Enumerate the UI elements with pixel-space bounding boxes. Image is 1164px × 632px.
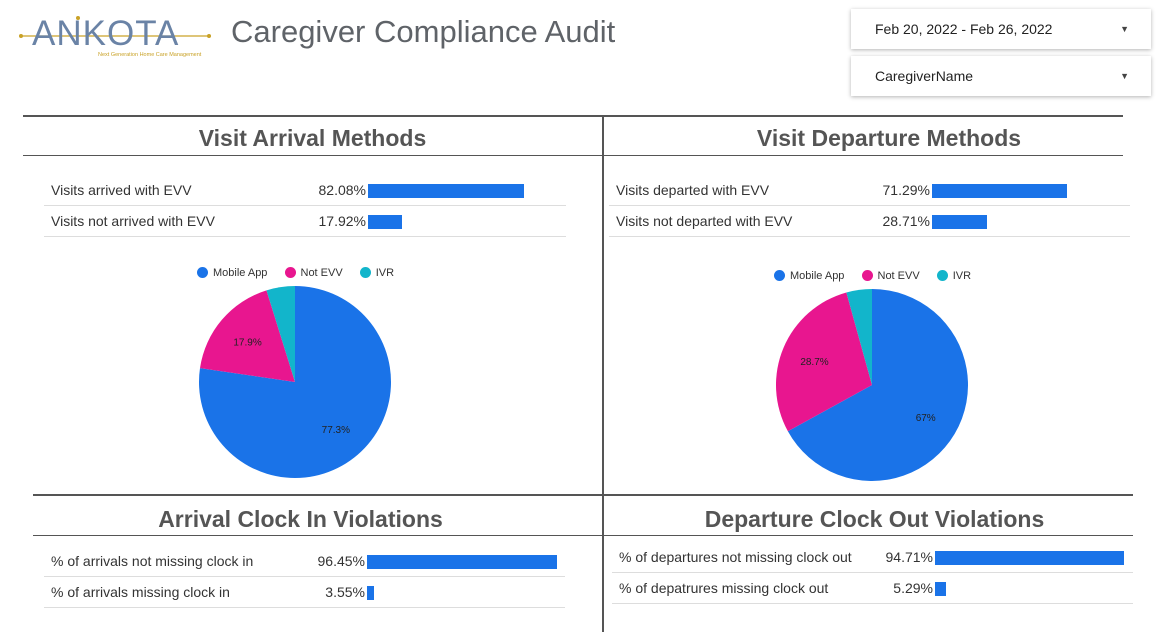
metric-bar bbox=[367, 555, 557, 569]
table-row: Visits not departed with EVV 28.71% bbox=[609, 206, 1130, 237]
divider-middle bbox=[33, 494, 1133, 496]
caret-down-icon: ▼ bbox=[1120, 71, 1129, 81]
metric-label: % of departures not missing clock out bbox=[619, 549, 852, 565]
metric-bar bbox=[367, 586, 374, 600]
clock-in-header-underline bbox=[33, 535, 602, 536]
metric-bar bbox=[935, 551, 1125, 565]
pie-data-label: 67% bbox=[916, 413, 936, 424]
legend-item-mobile-app: Mobile App bbox=[197, 267, 267, 279]
metric-bar bbox=[932, 184, 1068, 198]
metric-bar bbox=[368, 215, 403, 229]
pie-slice-mobile-app bbox=[199, 286, 391, 479]
metric-label: Visits not arrived with EVV bbox=[51, 213, 215, 229]
caregiver-filter[interactable]: CaregiverName ▼ bbox=[851, 56, 1151, 96]
pie-slice-ivr bbox=[266, 286, 295, 382]
legend-item-ivr: IVR bbox=[936, 270, 971, 282]
metric-label: % of arrivals missing clock in bbox=[51, 584, 230, 600]
departure-methods-pie-chart: 67% 28.7% bbox=[776, 289, 968, 481]
arrival-header-underline bbox=[23, 155, 602, 156]
metric-label: Visits not departed with EVV bbox=[616, 213, 793, 229]
pie-data-label: 17.9% bbox=[233, 337, 261, 348]
svg-text:Next Generation Home Care Mana: Next Generation Home Care Management bbox=[98, 52, 202, 58]
clock-out-section-title: Departure Clock Out Violations bbox=[704, 506, 1045, 532]
caregiver-filter-value: CaregiverName bbox=[875, 68, 974, 84]
legend-item-mobile-app: Mobile App bbox=[774, 270, 844, 282]
metric-bar bbox=[368, 184, 524, 198]
pie-slice-ivr bbox=[846, 289, 872, 385]
date-range-value: Feb 20, 2022 - Feb 26, 2022 bbox=[875, 21, 1053, 37]
pie-slice-not-evv bbox=[776, 292, 872, 432]
metric-percent: 5.29% bbox=[893, 580, 933, 596]
divider-vertical bbox=[602, 116, 604, 632]
metric-percent: 82.08% bbox=[318, 182, 366, 198]
departure-header-underline bbox=[604, 155, 1123, 156]
metric-percent: 71.29% bbox=[882, 182, 930, 198]
metric-percent: 3.55% bbox=[325, 584, 365, 600]
metric-bar bbox=[935, 582, 946, 596]
pie-data-label: 28.7% bbox=[800, 357, 828, 368]
departure-pie-legend: Mobile App Not EVV IVR bbox=[774, 270, 985, 282]
table-row: Visits arrived with EVV 82.08% bbox=[44, 175, 566, 206]
table-row: % of arrivals missing clock in 3.55% bbox=[44, 577, 565, 608]
arrival-pie-legend: Mobile App Not EVV IVR bbox=[197, 267, 408, 279]
caret-down-icon: ▼ bbox=[1120, 24, 1129, 34]
metric-percent: 17.92% bbox=[318, 213, 366, 229]
metric-percent: 94.71% bbox=[885, 549, 933, 565]
clock-in-section-title: Arrival Clock In Violations bbox=[158, 506, 443, 532]
table-row: % of depatrures missing clock out 5.29% bbox=[612, 573, 1133, 604]
table-row: % of departures not missing clock out 94… bbox=[612, 542, 1133, 573]
ankota-logo: ANKOTA Next Generation Home Care Managem… bbox=[18, 12, 213, 60]
table-row: % of arrivals not missing clock in 96.45… bbox=[44, 546, 565, 577]
arrival-section-title: Visit Arrival Methods bbox=[198, 125, 427, 151]
legend-item-not-evv: Not EVV bbox=[284, 267, 343, 279]
metric-percent: 96.45% bbox=[317, 553, 365, 569]
metric-percent: 28.71% bbox=[882, 213, 930, 229]
svg-text:ANKOTA: ANKOTA bbox=[32, 14, 179, 53]
table-row: Visits departed with EVV 71.29% bbox=[609, 175, 1130, 206]
metric-bar bbox=[932, 215, 987, 229]
legend-item-not-evv: Not EVV bbox=[861, 270, 920, 282]
page-title: Caregiver Compliance Audit bbox=[231, 14, 616, 49]
metric-label: % of depatrures missing clock out bbox=[619, 580, 829, 596]
legend-item-ivr: IVR bbox=[359, 267, 394, 279]
departure-section-title: Visit Departure Methods bbox=[756, 125, 1022, 151]
metric-label: Visits departed with EVV bbox=[616, 182, 770, 198]
pie-slice-mobile-app bbox=[787, 289, 968, 481]
divider-top bbox=[23, 115, 1123, 117]
clock-out-header-underline bbox=[604, 535, 1133, 536]
arrival-methods-pie-chart: 77.3% 17.9% bbox=[199, 286, 391, 479]
table-row: Visits not arrived with EVV 17.92% bbox=[44, 206, 566, 237]
pie-data-label: 77.3% bbox=[322, 425, 350, 436]
pie-slice-not-evv bbox=[200, 290, 295, 382]
metric-label: Visits arrived with EVV bbox=[51, 182, 192, 198]
metric-label: % of arrivals not missing clock in bbox=[51, 553, 254, 569]
date-range-filter[interactable]: Feb 20, 2022 - Feb 26, 2022 ▼ bbox=[851, 9, 1151, 49]
